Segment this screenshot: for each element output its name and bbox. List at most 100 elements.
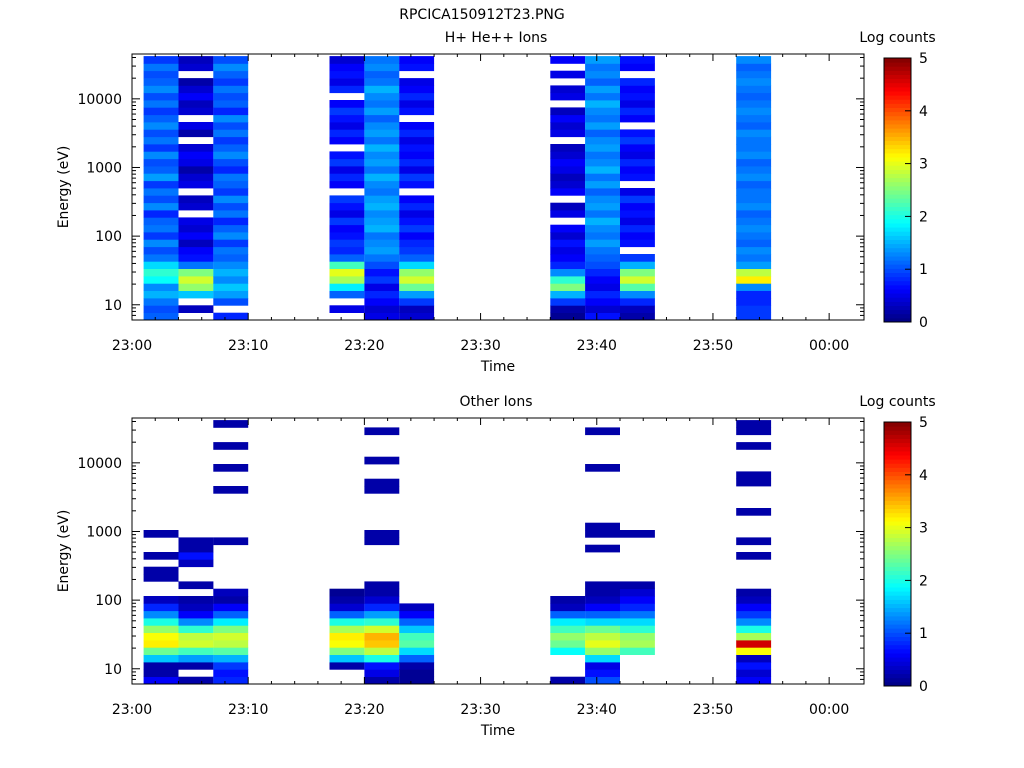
colorbar-swatch bbox=[884, 107, 911, 113]
colorbar-swatch bbox=[884, 132, 911, 137]
heatmap-cell bbox=[620, 530, 655, 538]
heatmap-cell bbox=[364, 202, 400, 211]
colorbar-swatch bbox=[884, 455, 911, 460]
heatmap-cell bbox=[620, 210, 655, 218]
heatmap-cell bbox=[178, 676, 214, 685]
heatmap-cell bbox=[143, 217, 179, 226]
heatmap-cell bbox=[399, 129, 435, 138]
heatmap-cell bbox=[143, 173, 179, 182]
heatmap-cell bbox=[213, 173, 249, 182]
heatmap-cell bbox=[143, 122, 179, 130]
colorbar-swatch bbox=[884, 301, 911, 306]
heatmap-cell bbox=[736, 180, 772, 189]
colorbar-swatch bbox=[884, 284, 911, 290]
heatmap-cell bbox=[364, 610, 400, 619]
heatmap-cell bbox=[620, 276, 655, 284]
heatmap-cell bbox=[550, 158, 586, 167]
heatmap-cell bbox=[620, 254, 655, 262]
heatmap-cell bbox=[329, 217, 365, 226]
heatmap-cell bbox=[364, 70, 400, 79]
heatmap-cell bbox=[585, 173, 620, 182]
heatmap-cell bbox=[399, 210, 435, 218]
heatmap-cell bbox=[143, 136, 179, 145]
heatmap-cell bbox=[585, 427, 620, 436]
heatmap-cell bbox=[399, 195, 435, 204]
heatmap-cell bbox=[585, 268, 620, 277]
heatmap-cell bbox=[585, 217, 620, 226]
heatmap-cell bbox=[143, 158, 179, 167]
colorbar-swatch bbox=[884, 628, 911, 633]
x-tick-label: 23:20 bbox=[344, 702, 384, 718]
heatmap-cell bbox=[143, 647, 179, 655]
heatmap-cell bbox=[399, 632, 435, 641]
heatmap-cell bbox=[399, 312, 435, 321]
heatmap-cell bbox=[213, 180, 249, 189]
heatmap-cell bbox=[399, 654, 435, 663]
heatmap-cell bbox=[143, 78, 179, 86]
heatmap-cell bbox=[213, 210, 249, 218]
heatmap-cell bbox=[399, 166, 435, 174]
heatmap-cell bbox=[178, 581, 214, 590]
heatmap-cell bbox=[143, 530, 179, 538]
heatmap-cell bbox=[550, 246, 586, 255]
colorbar-swatch bbox=[884, 426, 911, 431]
x-tick-label: 23:30 bbox=[460, 702, 500, 718]
colorbar-swatch bbox=[884, 111, 911, 117]
colorbar-swatch bbox=[884, 124, 911, 129]
heatmap-cell bbox=[213, 239, 249, 248]
colorbar-swatch bbox=[884, 492, 911, 497]
x-tick-label: 00:00 bbox=[809, 702, 849, 718]
heatmap-cell bbox=[585, 305, 620, 313]
heatmap-cell bbox=[178, 625, 214, 633]
colorbar-swatch bbox=[884, 264, 911, 269]
colorbar-swatch bbox=[884, 541, 911, 547]
heatmap-cell bbox=[143, 669, 179, 677]
colorbar-swatch bbox=[884, 549, 911, 555]
heatmap-cell bbox=[736, 122, 772, 130]
heatmap-cell bbox=[736, 100, 772, 108]
heatmap-cell bbox=[213, 647, 249, 655]
heatmap-cell bbox=[620, 78, 655, 86]
colorbar-swatch bbox=[884, 140, 911, 146]
heatmap-cell bbox=[364, 632, 400, 641]
colorbar-swatch bbox=[884, 235, 911, 240]
heatmap-cell bbox=[213, 107, 249, 116]
heatmap-cell bbox=[585, 188, 620, 196]
heatmap-cell bbox=[585, 100, 620, 108]
heatmap-cell bbox=[178, 283, 214, 291]
heatmap-cell bbox=[213, 420, 249, 428]
colorbar-swatch bbox=[884, 615, 911, 621]
heatmap-cell bbox=[364, 283, 400, 291]
heatmap-cell bbox=[736, 195, 772, 204]
heatmap-cell bbox=[364, 588, 400, 597]
heatmap-cell bbox=[329, 173, 365, 182]
heatmap-cell bbox=[329, 596, 365, 604]
heatmap-cell bbox=[399, 276, 435, 284]
colorbar-tick-label: 3 bbox=[919, 521, 928, 537]
heatmap-cell bbox=[143, 114, 179, 123]
heatmap-cell bbox=[213, 276, 249, 284]
heatmap-cell bbox=[550, 596, 586, 604]
heatmap-cell bbox=[736, 471, 772, 480]
heatmap-cell bbox=[620, 224, 655, 233]
heatmap-cell bbox=[585, 662, 620, 670]
colorbar-frame bbox=[883, 421, 912, 687]
heatmap-cell bbox=[178, 261, 214, 269]
heatmap-cell bbox=[213, 610, 249, 619]
heatmap-cells bbox=[143, 420, 772, 685]
colorbar-swatch bbox=[884, 516, 911, 522]
heatmap-cell bbox=[329, 239, 365, 248]
colorbar-swatch bbox=[884, 214, 911, 220]
heatmap-cell bbox=[329, 618, 365, 626]
colorbar-swatch bbox=[884, 297, 911, 302]
heatmap-cell bbox=[550, 632, 586, 641]
colorbar-swatch bbox=[884, 611, 911, 617]
heatmap-cell bbox=[213, 625, 249, 633]
heatmap-cell bbox=[550, 180, 586, 189]
heatmap-cell bbox=[213, 151, 249, 160]
heatmap-cell bbox=[178, 195, 214, 204]
heatmap-cell bbox=[550, 640, 586, 648]
heatmap-cell bbox=[178, 254, 214, 262]
heatmap-cell bbox=[399, 180, 435, 189]
heatmap-cell bbox=[736, 676, 772, 685]
